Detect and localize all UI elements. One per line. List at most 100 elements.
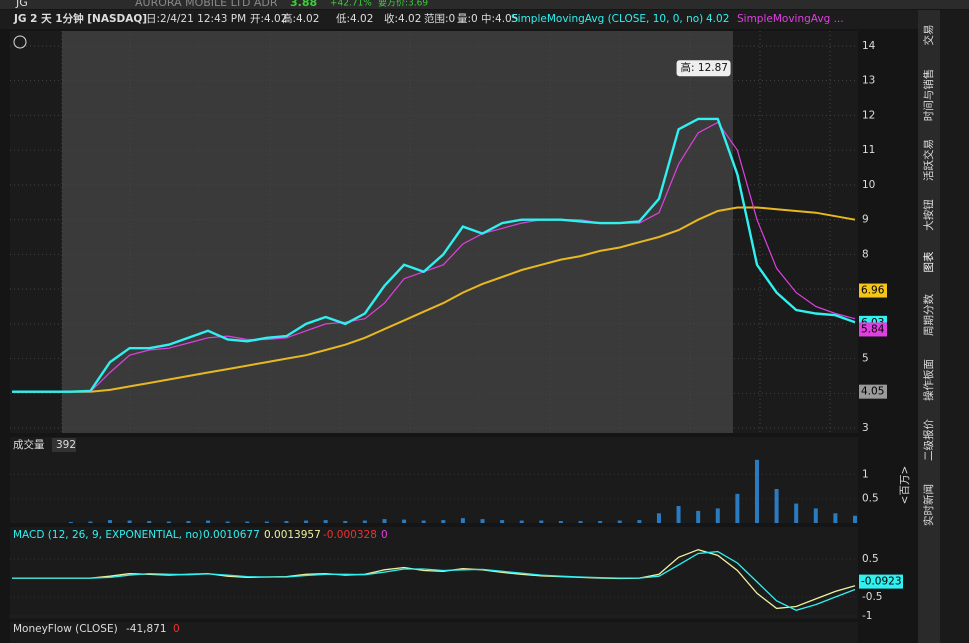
volume-bar xyxy=(362,520,367,523)
sidebar-tab[interactable]: 二级报价 xyxy=(922,419,935,461)
volume-bar xyxy=(735,493,740,523)
y-tick-label: -1 xyxy=(862,610,872,622)
info-range: 范围:0 xyxy=(424,12,455,25)
sidebar-tab[interactable]: 周期分数 xyxy=(922,294,935,336)
y-tick-label: 1 xyxy=(862,468,869,480)
volume-title: 成交量 xyxy=(13,438,45,451)
volume-bar xyxy=(382,519,387,523)
volume-bar xyxy=(245,521,250,523)
info-low: 低:4.02 xyxy=(336,12,373,25)
volume-bar xyxy=(88,521,93,523)
sidebar xyxy=(918,10,940,643)
moneyflow-zero: 0 xyxy=(173,623,180,635)
sidebar-tab[interactable]: 操作板面 xyxy=(922,359,935,401)
volume-bar xyxy=(323,520,328,523)
macd-value4: 0 xyxy=(381,529,388,541)
price-tag xyxy=(859,322,887,337)
price-line xyxy=(12,117,856,393)
y-tick-label: 13 xyxy=(862,75,875,87)
volume-bar xyxy=(794,503,799,523)
info-title: JG 2 天 1分钟 [NASDAQ] xyxy=(13,12,147,25)
volume-value: 392 xyxy=(56,439,76,451)
info-close: 收:4.02 xyxy=(384,12,421,25)
price-tag xyxy=(859,283,887,298)
macd-line xyxy=(12,550,856,611)
high-label-box xyxy=(676,60,731,77)
volume-bar xyxy=(813,508,818,523)
y-tick-label: 11 xyxy=(862,144,875,156)
volume-bar xyxy=(343,521,348,523)
y-tick-label: 0.5 xyxy=(862,553,879,565)
volume-bar xyxy=(853,515,857,523)
sidebar-tab[interactable]: 图表 xyxy=(922,251,935,272)
volume-bar xyxy=(206,520,211,523)
volume-bar xyxy=(186,521,191,523)
macd-value2: 0.0013957 xyxy=(264,529,321,541)
moneyflow-panel xyxy=(10,622,858,643)
bid: 要方价:3.69 xyxy=(378,0,428,9)
volume-bar xyxy=(460,518,465,523)
volume-bar xyxy=(715,508,720,523)
macd-title: MACD (12, 26, 9, EXPONENTIAL, no) xyxy=(13,529,203,541)
macd-line xyxy=(12,549,856,610)
info-study1-value: 4.02 xyxy=(706,13,729,25)
macd-tag-label: -0.0923 xyxy=(861,576,902,588)
company: AURORA MOBILE LTD ADR xyxy=(135,0,278,9)
volume-bar xyxy=(480,519,485,523)
sidebar-tab[interactable]: 时间与销售 xyxy=(922,69,935,122)
volume-bar xyxy=(441,520,446,523)
sidebar-tab[interactable]: 实时新闻 xyxy=(922,484,935,526)
symbol[interactable]: JG xyxy=(15,0,28,9)
volume-bar xyxy=(833,513,838,523)
volume-bar xyxy=(108,520,113,523)
volume-bar xyxy=(519,520,524,523)
volume-bar xyxy=(127,520,132,523)
sidebar-tab[interactable]: 交易 xyxy=(922,25,935,46)
volume-bar xyxy=(166,521,171,523)
macd-tag xyxy=(859,574,903,589)
info-date: 日:2/4/21 12:43 PM xyxy=(146,13,246,25)
volume-bar xyxy=(284,521,289,523)
price-line xyxy=(12,121,856,393)
y-tick-label: 3 xyxy=(862,422,869,434)
volume-bar xyxy=(637,520,642,523)
volume-bar xyxy=(676,505,681,523)
volume-bar xyxy=(402,519,407,523)
macd-value1: 0.0010677 xyxy=(203,529,260,541)
moneyflow-value: -41,871 xyxy=(126,623,167,635)
volume-bar xyxy=(68,522,73,523)
volume-box xyxy=(52,438,76,452)
y-tick-label: 14 xyxy=(862,40,876,52)
y-tick-label: 12 xyxy=(862,109,875,121)
volume-panel xyxy=(10,437,858,523)
sidebar-tab[interactable]: 活跃交易 xyxy=(922,139,935,181)
y-tick-label: 9 xyxy=(862,214,869,226)
volume-bar xyxy=(774,488,779,523)
right-edge xyxy=(940,10,969,643)
volume-bar xyxy=(598,521,603,523)
y-tick-label: 5 xyxy=(862,353,869,365)
price-line xyxy=(12,206,856,393)
volume-bar xyxy=(500,520,505,523)
volume-bar xyxy=(656,513,661,523)
price-tag xyxy=(859,384,887,399)
macd-panel xyxy=(10,527,858,619)
info-study1: SimpleMovingAvg (CLOSE, 10, 0, no) xyxy=(511,13,703,25)
macd-value3: -0.000328 xyxy=(323,529,377,541)
price-tag-label: 4.05 xyxy=(861,386,884,398)
volume-bar xyxy=(225,521,230,523)
alert-icon[interactable] xyxy=(13,35,27,49)
volume-bar xyxy=(558,521,563,523)
info-mid: 中:4.05 xyxy=(481,12,518,25)
volume-unit: <百万> xyxy=(899,466,911,505)
info-high: 高:4.02 xyxy=(282,12,319,25)
info-bar xyxy=(0,10,918,29)
price-tag-label: 5.84 xyxy=(861,323,885,335)
info-volume: 量:0 xyxy=(457,13,478,25)
volume-bar xyxy=(617,520,622,523)
y-tick-label: -0.5 xyxy=(862,591,883,603)
volume-bar xyxy=(264,521,269,523)
y-tick-label: 10 xyxy=(862,179,875,191)
sidebar-tab[interactable]: 大按钮 xyxy=(922,199,935,231)
volume-bar xyxy=(421,520,426,523)
